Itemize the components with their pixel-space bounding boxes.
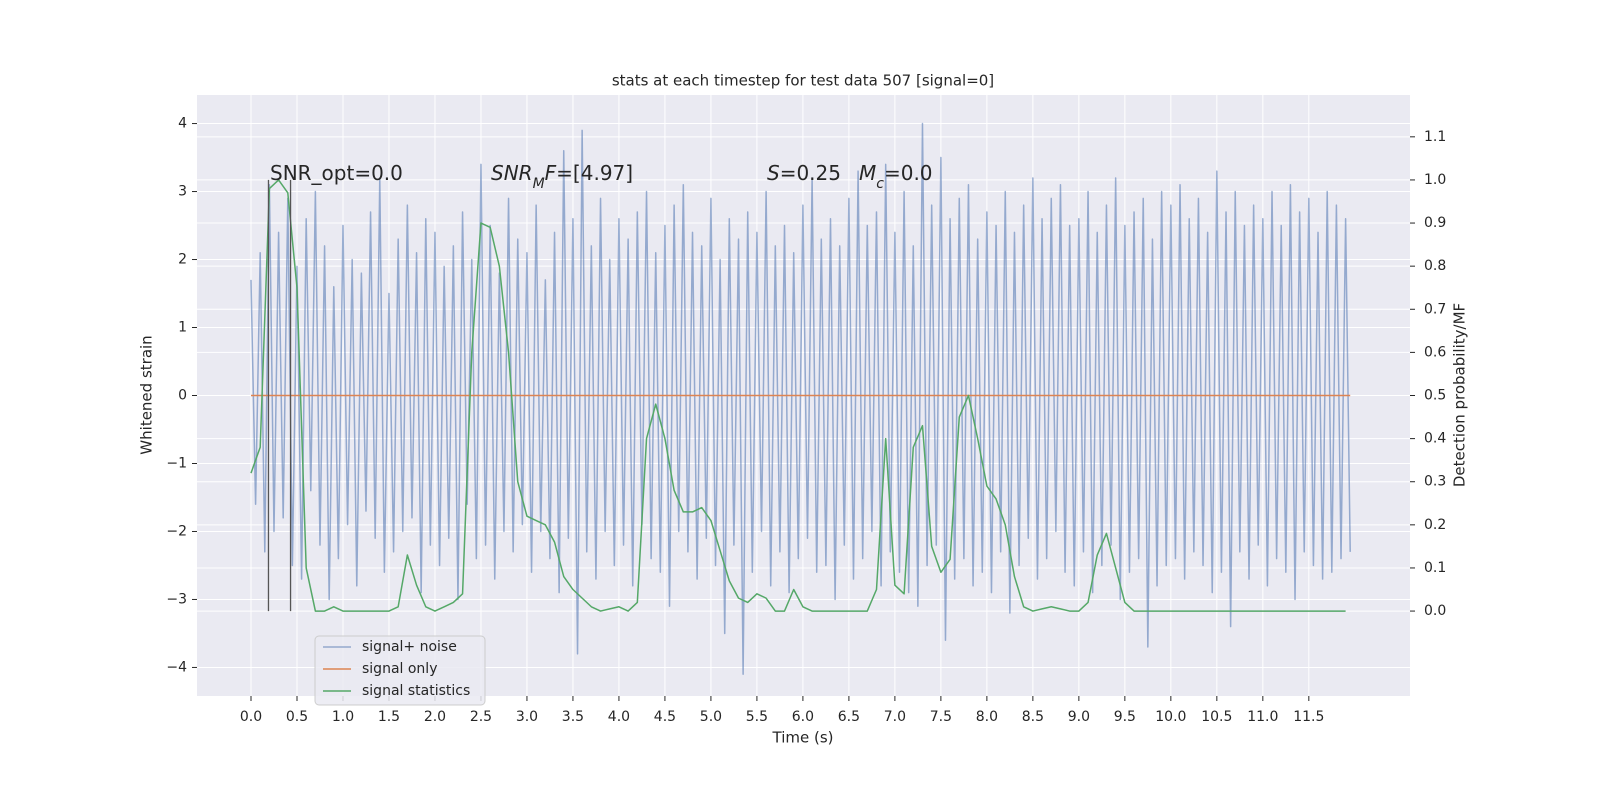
y2-tick-label: 0.8 xyxy=(1424,258,1446,274)
x-tick-label: 6.0 xyxy=(792,709,814,725)
annotation-part: F xyxy=(545,161,557,185)
x-tick-label: 8.0 xyxy=(976,709,998,725)
y-tick-label: 1 xyxy=(178,320,187,336)
x-tick-label: 2.5 xyxy=(470,709,492,725)
x-tick-label: 0.5 xyxy=(286,709,308,725)
y-tick-label: −4 xyxy=(166,659,187,675)
y2-tick-label: 0.0 xyxy=(1424,603,1446,619)
y2-tick-label: 0.2 xyxy=(1424,517,1446,533)
series-line xyxy=(250,179,1346,612)
y2-tick-label: 0.3 xyxy=(1424,474,1446,490)
y-tick-label: 0 xyxy=(178,388,187,404)
annotation-part: S xyxy=(767,161,780,185)
annotation-part: =0.25 xyxy=(780,161,841,185)
legend-label: signal statistics xyxy=(362,683,470,699)
y-tick-label: 2 xyxy=(178,252,187,268)
x-tick-label: 4.5 xyxy=(654,709,676,725)
x-tick-label: 7.5 xyxy=(930,709,952,725)
y-tick-label: −1 xyxy=(166,455,187,471)
x-tick-label: 7.0 xyxy=(884,709,906,725)
x-tick-label: 6.5 xyxy=(838,709,860,725)
legend-label: signal only xyxy=(362,661,437,677)
y2-tick-label: 0.1 xyxy=(1424,560,1446,576)
x-tick-label: 11.5 xyxy=(1293,709,1324,725)
x-tick-label: 9.5 xyxy=(1114,709,1136,725)
y2-tick-label: 0.7 xyxy=(1424,301,1446,317)
x-tick-label: 11.0 xyxy=(1247,709,1278,725)
annotation: Mc=0.0 xyxy=(859,161,933,192)
annotation: SNRMF=[4.97] xyxy=(491,161,633,192)
y2-tick-label: 1.1 xyxy=(1424,129,1446,145)
annotation-part: M xyxy=(859,161,876,185)
x-tick-label: 1.5 xyxy=(378,709,400,725)
y2-tick-label: 0.5 xyxy=(1424,388,1446,404)
x-tick-label: 3.0 xyxy=(516,709,538,725)
y-tick-label: −2 xyxy=(166,523,187,539)
y-axis-label: Whitened strain xyxy=(138,335,156,454)
annotation: S=0.25 xyxy=(767,161,841,185)
annotation-part: M xyxy=(533,176,545,192)
x-tick-label: 3.5 xyxy=(562,709,584,725)
y-tick-label: 3 xyxy=(178,184,187,200)
x-tick-label: 5.5 xyxy=(746,709,768,725)
y2-axis-label: Detection probability/MF xyxy=(1451,303,1469,487)
x-tick-label: 9.0 xyxy=(1068,709,1090,725)
annotation-part: c xyxy=(876,176,884,192)
annotation: SNR_opt=0.0 xyxy=(270,161,403,185)
series-line xyxy=(250,122,1351,675)
x-tick-label: 4.0 xyxy=(608,709,630,725)
legend-label: signal+ noise xyxy=(362,639,457,655)
y-tick-label: −3 xyxy=(166,591,187,607)
x-tick-label: 10.0 xyxy=(1155,709,1186,725)
annotation-part: =[4.97] xyxy=(556,161,633,185)
y2-tick-label: 1.0 xyxy=(1424,172,1446,188)
x-tick-label: 5.0 xyxy=(700,709,722,725)
y2-tick-label: 0.6 xyxy=(1424,344,1446,360)
x-tick-label: 10.5 xyxy=(1201,709,1232,725)
annotation-part: SNR_opt=0.0 xyxy=(270,161,403,185)
annotation-part: SNR xyxy=(491,161,533,185)
x-tick-label: 2.0 xyxy=(424,709,446,725)
y2-tick-label: 0.9 xyxy=(1424,215,1446,231)
x-tick-label: 8.5 xyxy=(1022,709,1044,725)
x-tick-label: 1.0 xyxy=(332,709,354,725)
x-tick-label: 0.0 xyxy=(240,709,262,725)
annotation-part: =0.0 xyxy=(884,161,933,185)
x-axis-label: Time (s) xyxy=(772,729,834,747)
y2-tick-label: 0.4 xyxy=(1424,431,1446,447)
chart-title: stats at each timestep for test data 507… xyxy=(612,72,994,90)
legend-box xyxy=(314,635,486,706)
y-tick-label: 4 xyxy=(178,116,187,132)
